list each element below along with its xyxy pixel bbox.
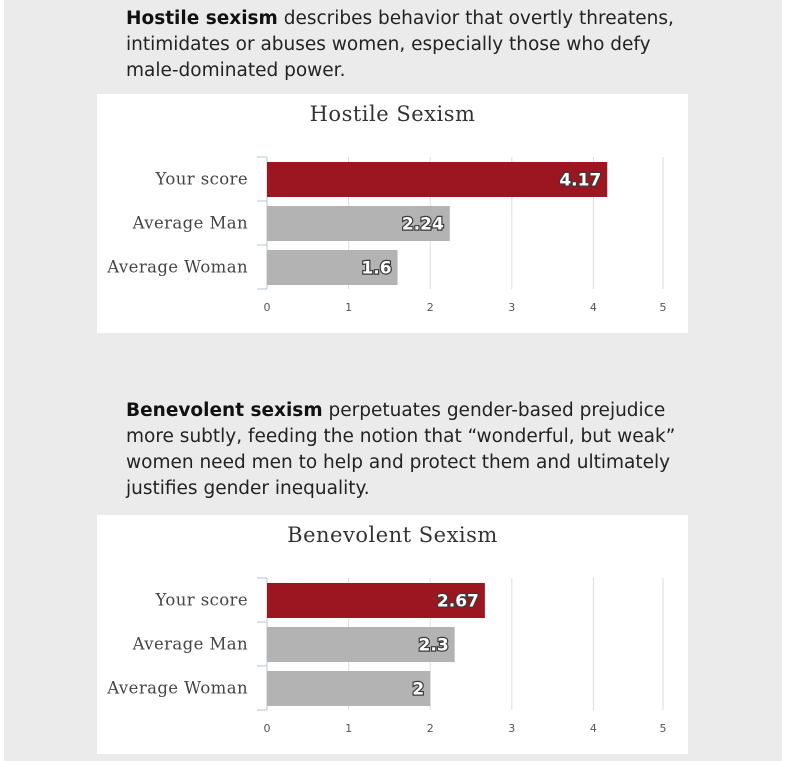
x-tick-label: 0 <box>264 722 271 735</box>
x-tick-label: 2 <box>427 301 434 314</box>
category-label: Your score <box>155 591 248 610</box>
value-label: 2 <box>412 680 424 700</box>
bar <box>267 162 608 197</box>
category-label: Your score <box>155 170 248 189</box>
x-tick-label: 3 <box>508 722 515 735</box>
value-label: 4.17 <box>559 171 601 191</box>
value-label: 2.3 <box>419 636 449 656</box>
category-label: Average Man <box>132 635 248 654</box>
bar <box>267 627 455 662</box>
benevolent-chart: 0 1 2 3 4 5 Your score 2.67 Average Man 2.3 Averag… <box>106 577 667 735</box>
x-tick-label: 1 <box>345 722 352 735</box>
hostile-chart-title: Hostile Sexism <box>309 102 476 126</box>
benevolent-term: Benevolent sexism <box>126 399 323 421</box>
value-label: 2.24 <box>402 215 444 235</box>
hostile-description: Hostile sexism describes behavior that o… <box>126 6 686 84</box>
value-label: 2.67 <box>437 592 479 612</box>
x-tick-label: 4 <box>590 722 597 735</box>
value-label: 1.6 <box>361 259 391 279</box>
bar <box>267 206 450 241</box>
x-tick-label: 2 <box>427 722 434 735</box>
x-tick-label: 0 <box>264 301 271 314</box>
benevolent-description: Benevolent sexism perpetuates gender-bas… <box>126 398 686 502</box>
category-label: Average Woman <box>106 258 248 277</box>
category-label: Average Woman <box>106 679 248 698</box>
x-tick-label: 4 <box>590 301 597 314</box>
x-tick-label: 5 <box>660 722 667 735</box>
x-tick-label: 3 <box>508 301 515 314</box>
benevolent-chart-card: Benevolent Sexism 0 1 2 3 4 5 Your score 2.67 Av… <box>97 515 688 754</box>
hostile-text: describes behavior that overtly threaten… <box>126 7 674 81</box>
hostile-term: Hostile sexism <box>126 7 278 29</box>
hostile-chart-card: Hostile Sexism 0 1 2 3 4 5 Your score 4.17 Avera… <box>97 94 688 333</box>
benevolent-chart-title: Benevolent Sexism <box>287 523 498 547</box>
hostile-chart: 0 1 2 3 4 5 Your score 4.17 Average Man 2.24 Avera… <box>106 156 667 314</box>
category-label: Average Man <box>132 214 248 233</box>
x-tick-label: 1 <box>345 301 352 314</box>
bar <box>267 583 485 618</box>
bar <box>267 250 398 285</box>
benevolent-text: perpetuates gender-based prejudice more … <box>126 399 676 499</box>
x-tick-label: 5 <box>660 301 667 314</box>
bar <box>267 671 431 706</box>
